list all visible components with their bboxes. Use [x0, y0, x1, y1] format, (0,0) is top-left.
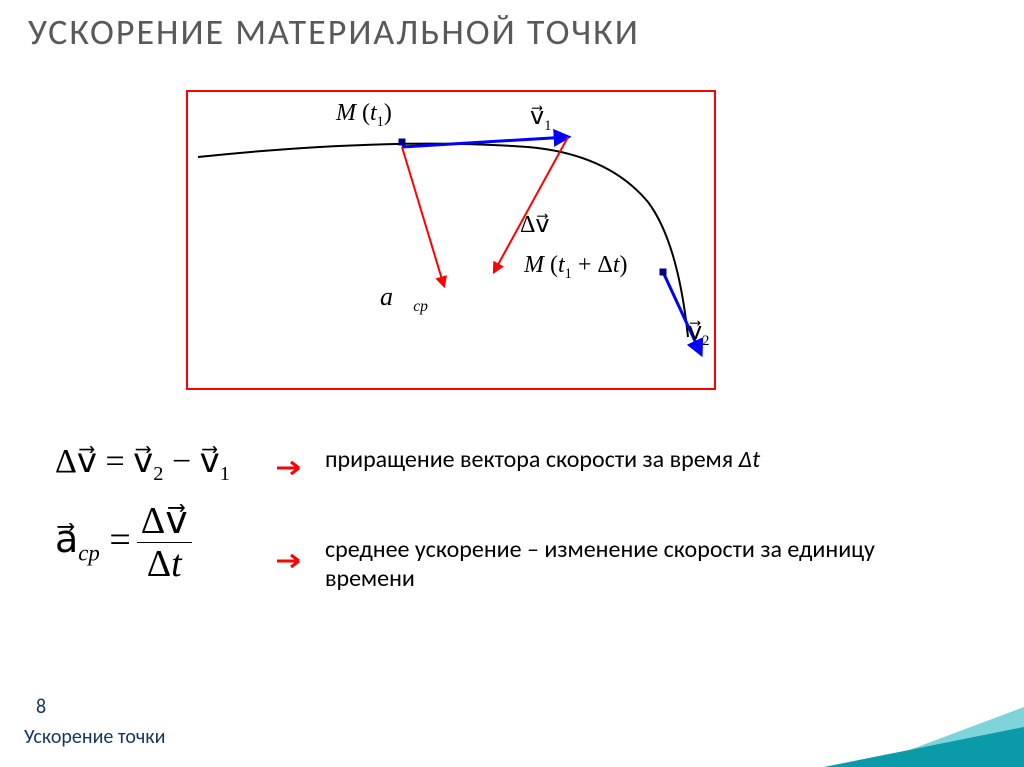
point-m1 — [399, 139, 406, 146]
equation-delta-v: Δv⃗ = v⃗2 − v⃗1 — [55, 445, 230, 484]
label-delta-v: Δv⃗ — [520, 210, 550, 239]
trajectory-curve — [198, 144, 688, 337]
label-m-t1-dt: M (t1 + Δt) — [524, 252, 628, 283]
desc-1-text: приращение вектора скорости за время — [325, 445, 739, 474]
label-a-cp: a⃗ср — [380, 282, 428, 316]
eq2-lhs: a⃗ср = — [55, 521, 131, 565]
equations-block: Δv⃗ = v⃗2 − v⃗1 a⃗ср = Δv⃗ Δt — [55, 445, 230, 583]
label-v2: v⃗2 — [688, 317, 709, 350]
corner-decoration — [824, 707, 1024, 767]
desc-arrow-1 — [275, 452, 309, 481]
diagram-container: M (t1) v⃗1 Δv⃗ M (t1 + Δt) a⃗ср v⃗2 — [186, 90, 716, 390]
desc-arrow-2 — [275, 545, 309, 574]
eq2-numerator: Δv⃗ — [137, 502, 192, 543]
slide-number: 8 — [36, 695, 46, 719]
a-avg-vector — [402, 147, 444, 286]
equation-a-avg: a⃗ср = Δv⃗ Δt — [55, 502, 230, 583]
label-v1: v⃗1 — [530, 102, 551, 135]
footer-text: Ускорение точки — [24, 725, 165, 749]
point-m2 — [660, 269, 667, 276]
slide-title: УСКОРЕНИЕ МАТЕРИАЛЬНОЙ ТОЧКИ — [28, 10, 640, 54]
eq2-denominator: Δt — [147, 543, 182, 583]
label-m-t1: M (t1) — [336, 100, 392, 131]
corner-tri-dark — [824, 727, 1024, 767]
desc-2: среднее ускорение – изменение скорости з… — [325, 535, 885, 593]
diagram-svg — [188, 92, 714, 388]
desc-1-tail: Δt — [739, 445, 761, 474]
desc-1: приращение вектора скорости за время Δt — [325, 445, 805, 474]
eq2-fraction: Δv⃗ Δt — [137, 502, 192, 583]
